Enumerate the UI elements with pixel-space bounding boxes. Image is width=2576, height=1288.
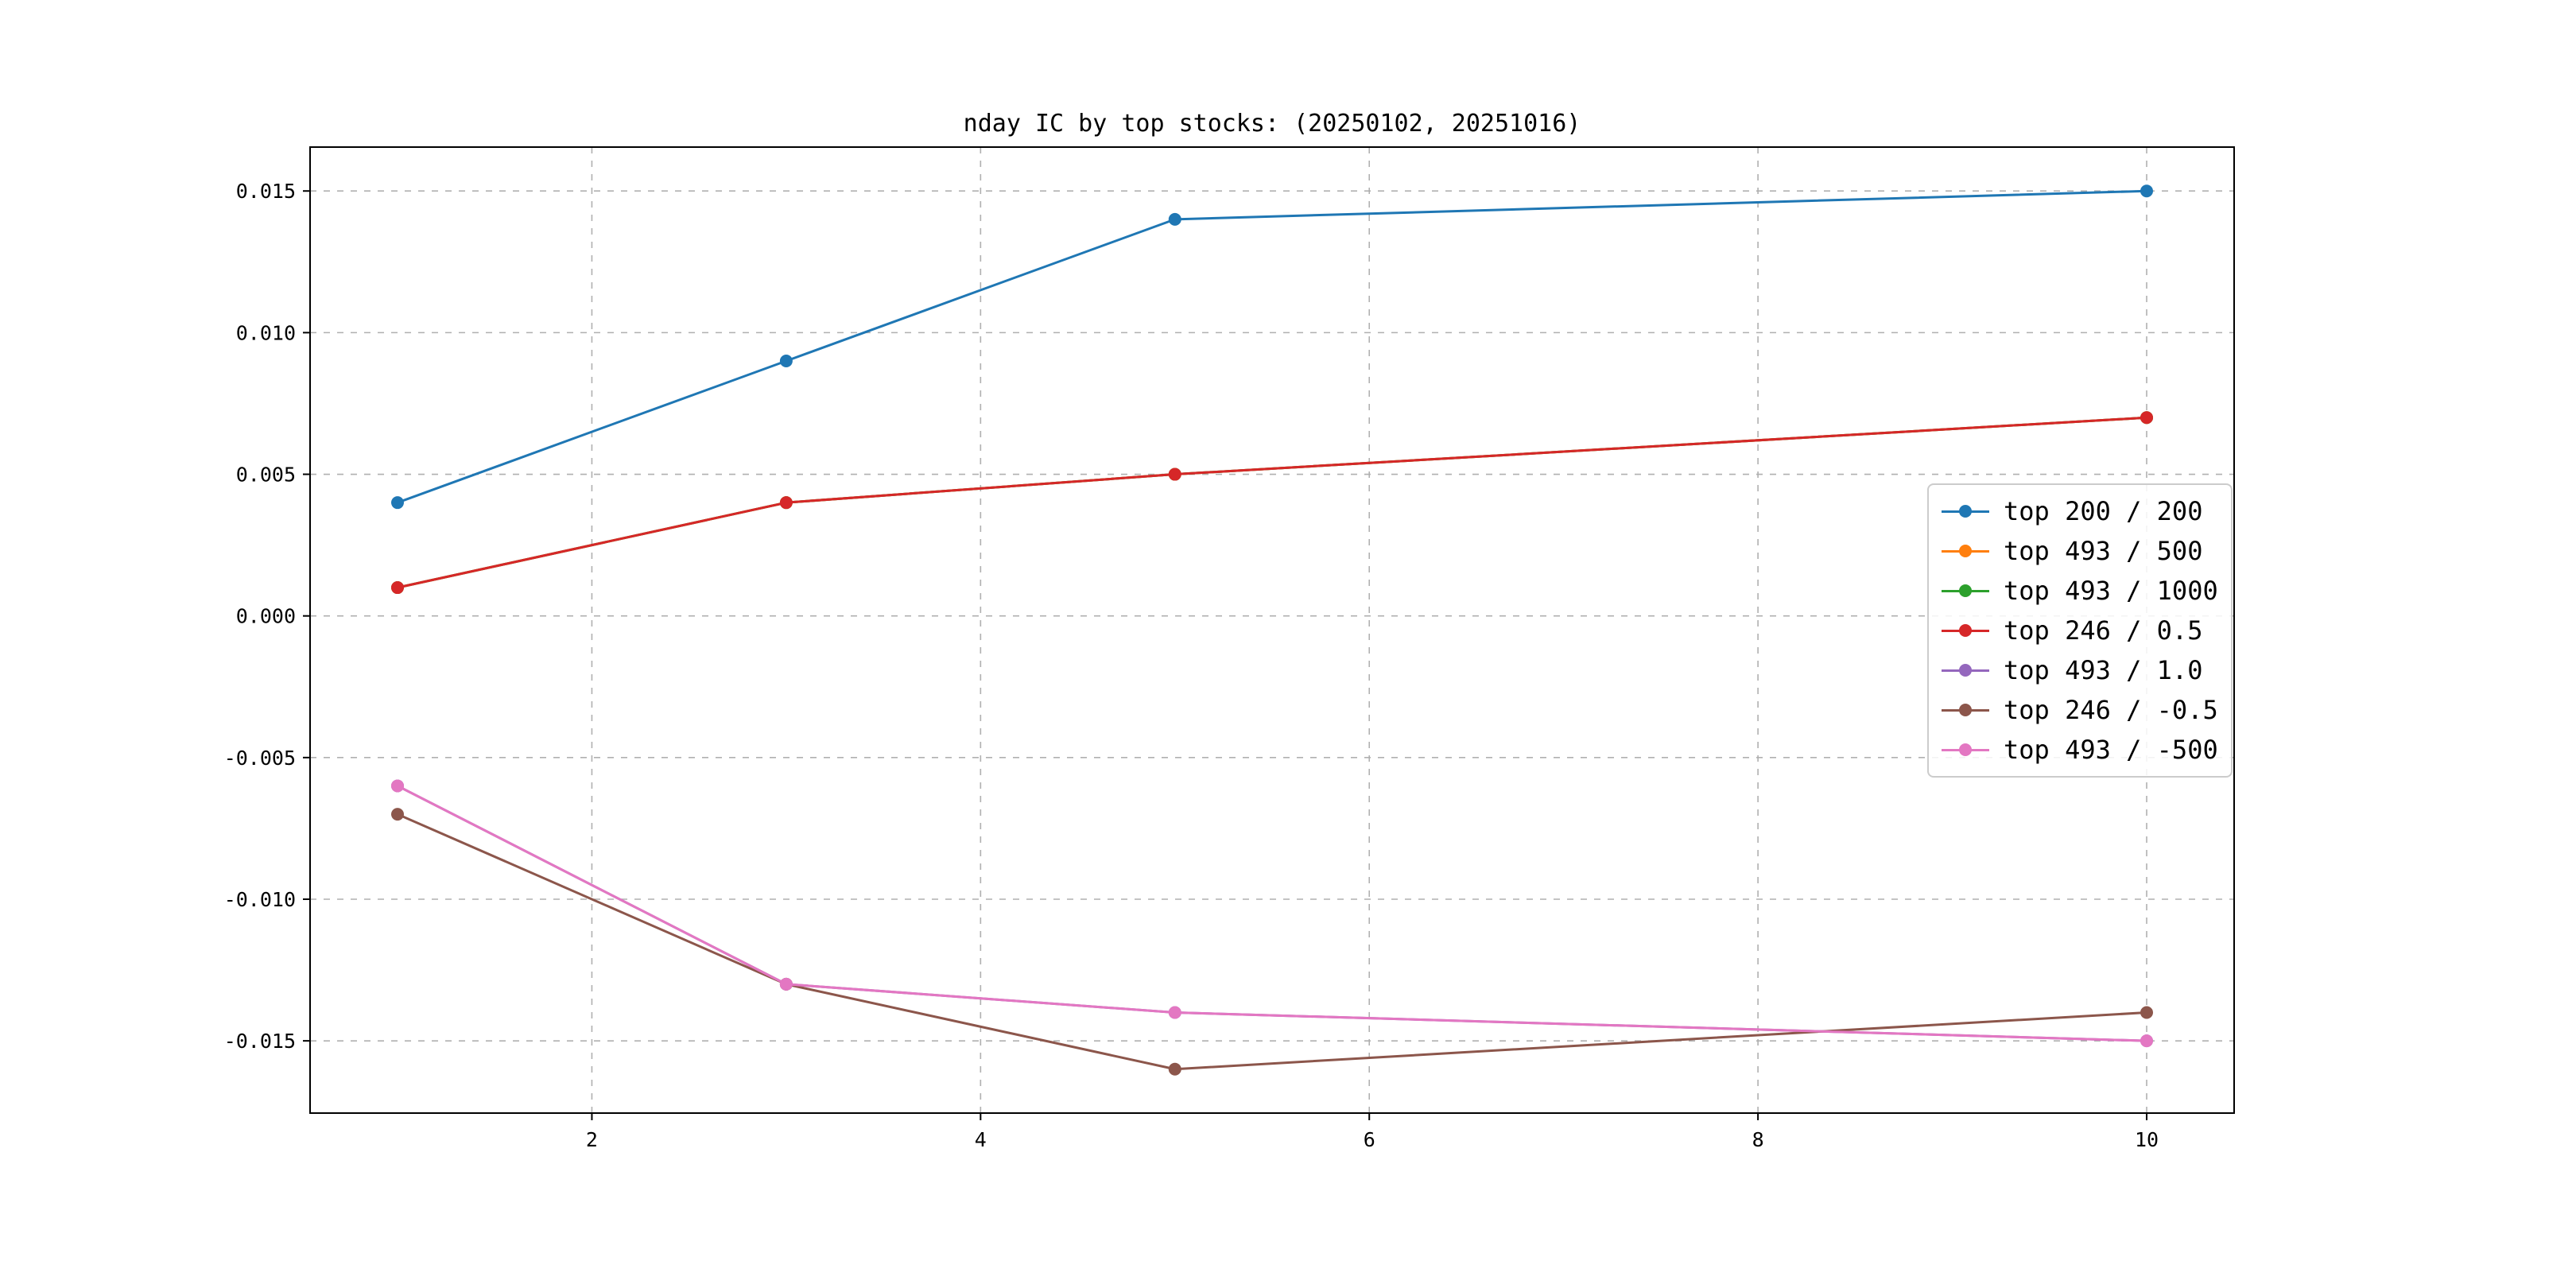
series-line: [396, 784, 2148, 1042]
legend-label: top 246 / 0.5: [2004, 615, 2203, 646]
x-tick-label: 6: [1364, 1128, 1375, 1151]
legend-label: top 493 / -500: [2004, 735, 2218, 765]
legend-line-sample: [1942, 742, 1989, 758]
series-marker: [2140, 184, 2153, 198]
legend-marker-icon: [1959, 664, 1972, 677]
y-tick-label: -0.005: [224, 747, 296, 770]
axes-border: [309, 146, 2235, 1114]
legend-line-sample: [1942, 702, 1989, 718]
legend-item: top 200 / 200: [1942, 491, 2218, 531]
x-tick-label: 8: [1752, 1128, 1764, 1151]
series-marker: [2140, 1034, 2153, 1048]
x-tick-label: 10: [2135, 1128, 2159, 1151]
y-tick-label: -0.010: [224, 888, 296, 911]
series-marker: [391, 581, 404, 595]
legend-line-sample: [1942, 583, 1989, 599]
series-marker: [2140, 411, 2153, 425]
series-line: [396, 416, 2148, 589]
series-marker: [391, 496, 404, 510]
series-line: [396, 416, 2148, 589]
legend-line-sample: [1942, 543, 1989, 559]
series-marker: [779, 355, 793, 368]
series-marker: [1168, 212, 1181, 226]
legend-label: top 493 / 1.0: [2004, 655, 2203, 685]
legend-label: top 200 / 200: [2004, 496, 2203, 526]
legend-label: top 493 / 500: [2004, 536, 2203, 566]
legend-marker-icon: [1959, 505, 1972, 518]
series-line: [396, 416, 2148, 589]
y-tick-label: 0.005: [236, 464, 296, 487]
series-line: [396, 784, 2148, 1042]
legend-item: top 493 / 1000: [1942, 571, 2218, 611]
x-tick-label: 2: [586, 1128, 598, 1151]
legend-label: top 493 / 1000: [2004, 576, 2218, 606]
series-line: [396, 189, 2148, 504]
series-line: [396, 813, 2148, 1071]
y-tick-label: 0.000: [236, 605, 296, 628]
legend-item: top 493 / -500: [1942, 730, 2218, 770]
legend-line-sample: [1942, 503, 1989, 519]
legend-line-sample: [1942, 623, 1989, 638]
y-tick-label: 0.015: [236, 180, 296, 203]
legend-item: top 493 / 500: [1942, 531, 2218, 571]
legend: top 200 / 200 top 493 / 500 top 493 / 1000…: [1927, 483, 2233, 778]
series-marker: [779, 977, 793, 991]
legend-item: top 246 / 0.5: [1942, 611, 2218, 650]
legend-marker-icon: [1959, 584, 1972, 597]
series-marker: [1168, 1006, 1181, 1019]
series-marker: [779, 496, 793, 510]
legend-label: top 246 / -0.5: [2004, 695, 2218, 725]
x-tick-label: 4: [975, 1128, 987, 1151]
series-marker: [1168, 1062, 1181, 1076]
legend-marker-icon: [1959, 624, 1972, 637]
y-tick-label: -0.015: [224, 1030, 296, 1053]
series-marker: [1168, 467, 1181, 481]
y-tick-label: 0.010: [236, 321, 296, 344]
chart-title: nday IC by top stocks: (20250102, 202510…: [963, 110, 1581, 138]
legend-line-sample: [1942, 662, 1989, 678]
legend-marker-icon: [1959, 545, 1972, 557]
legend-item: top 493 / 1.0: [1942, 650, 2218, 690]
series-marker: [391, 808, 404, 821]
series-marker: [2140, 1006, 2153, 1019]
legend-marker-icon: [1959, 743, 1972, 756]
legend-item: top 246 / -0.5: [1942, 690, 2218, 730]
series-marker: [391, 779, 404, 793]
legend-marker-icon: [1959, 704, 1972, 716]
